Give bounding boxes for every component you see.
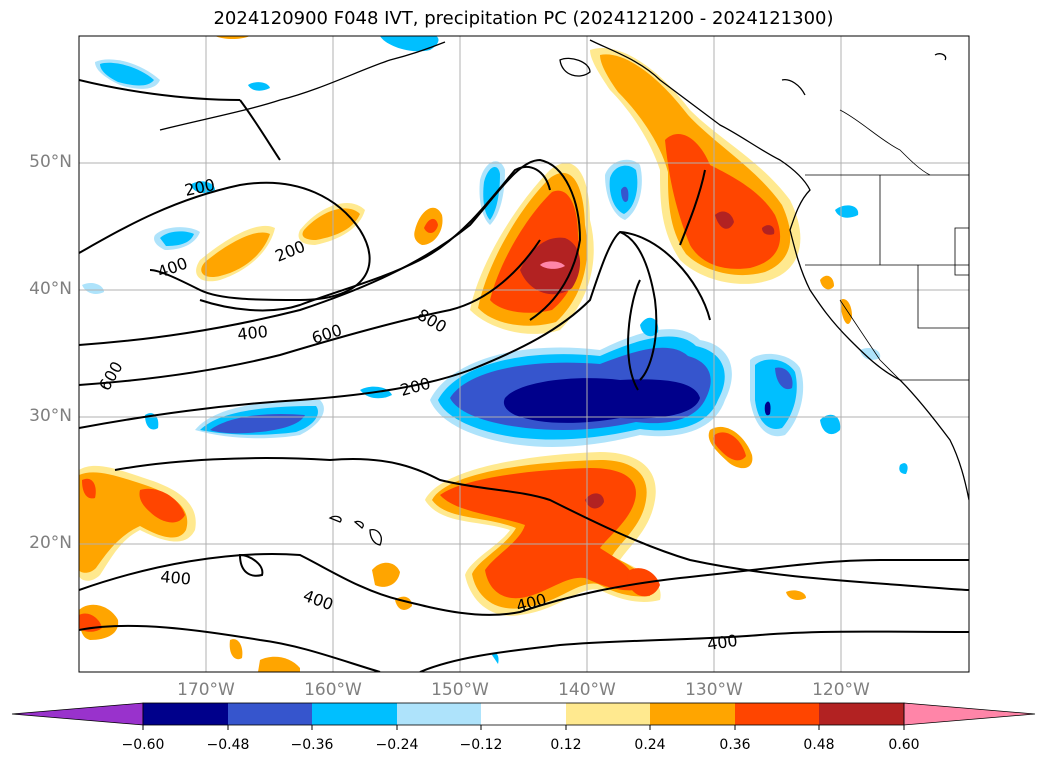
lon-label-120w: 120°W — [812, 680, 870, 700]
map-title: 2024120900 F048 IVT, precipitation PC (2… — [213, 8, 834, 29]
colorbar-tick-label: 0.36 — [719, 737, 751, 753]
colorbar-tick-label: 0.60 — [888, 737, 920, 753]
lon-label-140w: 140°W — [558, 680, 616, 700]
colorbar-segment — [566, 703, 650, 725]
lat-label-40n: 40°N — [29, 279, 72, 299]
colorbar-tick-label: −0.12 — [459, 737, 503, 753]
colorbar-min-extension — [11, 702, 144, 726]
contour-label: 400 — [706, 631, 739, 654]
colorbar-segment — [819, 703, 904, 725]
colorbar — [11, 702, 1036, 730]
lat-label-30n: 30°N — [29, 406, 72, 426]
colorbar-tick-label: 0.48 — [803, 737, 835, 753]
lon-label-160w: 160°W — [304, 680, 362, 700]
lat-label-20n: 20°N — [29, 533, 72, 553]
colorbar-tick-label: −0.24 — [375, 737, 419, 753]
colorbar-tick-label: −0.60 — [121, 737, 165, 753]
ivt-contours — [79, 79, 969, 672]
colorbar-segment — [397, 703, 481, 725]
lon-label-150w: 150°W — [431, 680, 489, 700]
colorbar-tick-label: −0.48 — [206, 737, 250, 753]
lon-label-170w: 170°W — [177, 680, 235, 700]
colorbar-tick-label: 0.12 — [550, 737, 582, 753]
contour-label: 400 — [160, 567, 192, 589]
political-borders — [805, 109, 969, 381]
colorbar-tick-label: 0.24 — [634, 737, 666, 753]
coastlines — [159, 39, 969, 546]
colorbar-segment — [650, 703, 735, 725]
colorbar-segment — [481, 703, 566, 725]
map-gridlines — [79, 36, 969, 672]
colorbar-segment — [735, 703, 819, 725]
colorbar-tick-label: −0.36 — [290, 737, 334, 753]
contour-label: 400 — [236, 322, 268, 344]
map-area: 200 200 400 400 400 400 600 600 800 200 … — [79, 36, 969, 672]
colorbar-segment — [228, 703, 312, 725]
colorbar-segment — [312, 703, 397, 725]
colorbar-segment — [143, 703, 228, 725]
lat-label-50n: 50°N — [29, 152, 72, 172]
colorbar-max-extension — [903, 702, 1036, 726]
map-frame — [78, 35, 970, 673]
lon-label-130w: 130°W — [685, 680, 743, 700]
